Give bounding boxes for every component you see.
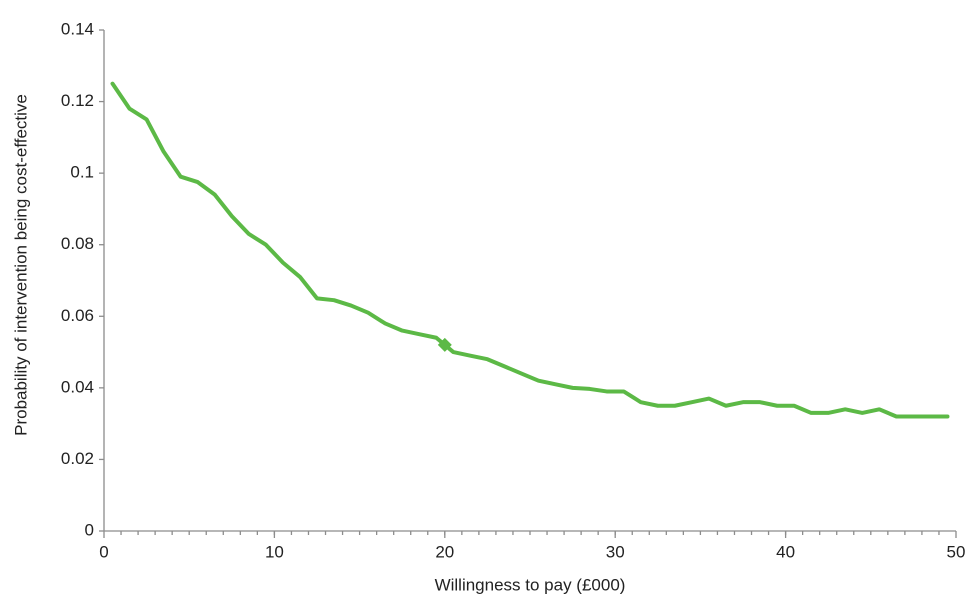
highlight-marker — [437, 337, 452, 352]
x-tick-label: 0 — [99, 542, 108, 561]
y-tick-label: 0.08 — [61, 234, 94, 253]
x-tick-label: 40 — [776, 542, 795, 561]
line-series — [110, 81, 950, 419]
y-tick-label: 0.02 — [61, 449, 94, 468]
x-tick-label: 10 — [265, 542, 284, 561]
y-tick-label: 0 — [85, 520, 94, 539]
y-axis-label: Probability of intervention being cost-e… — [11, 94, 30, 436]
y-tick-label: 0.04 — [61, 377, 94, 396]
x-tick-label: 50 — [947, 542, 966, 561]
y-tick-label: 0.12 — [61, 91, 94, 110]
y-tick-label: 0.1 — [70, 163, 94, 182]
x-tick-label: 20 — [435, 542, 454, 561]
x-axis-label: Willingness to pay (£000) — [435, 575, 626, 594]
y-tick-label: 0.14 — [61, 19, 94, 38]
y-tick-label: 0.06 — [61, 306, 94, 325]
x-tick-label: 30 — [606, 542, 625, 561]
